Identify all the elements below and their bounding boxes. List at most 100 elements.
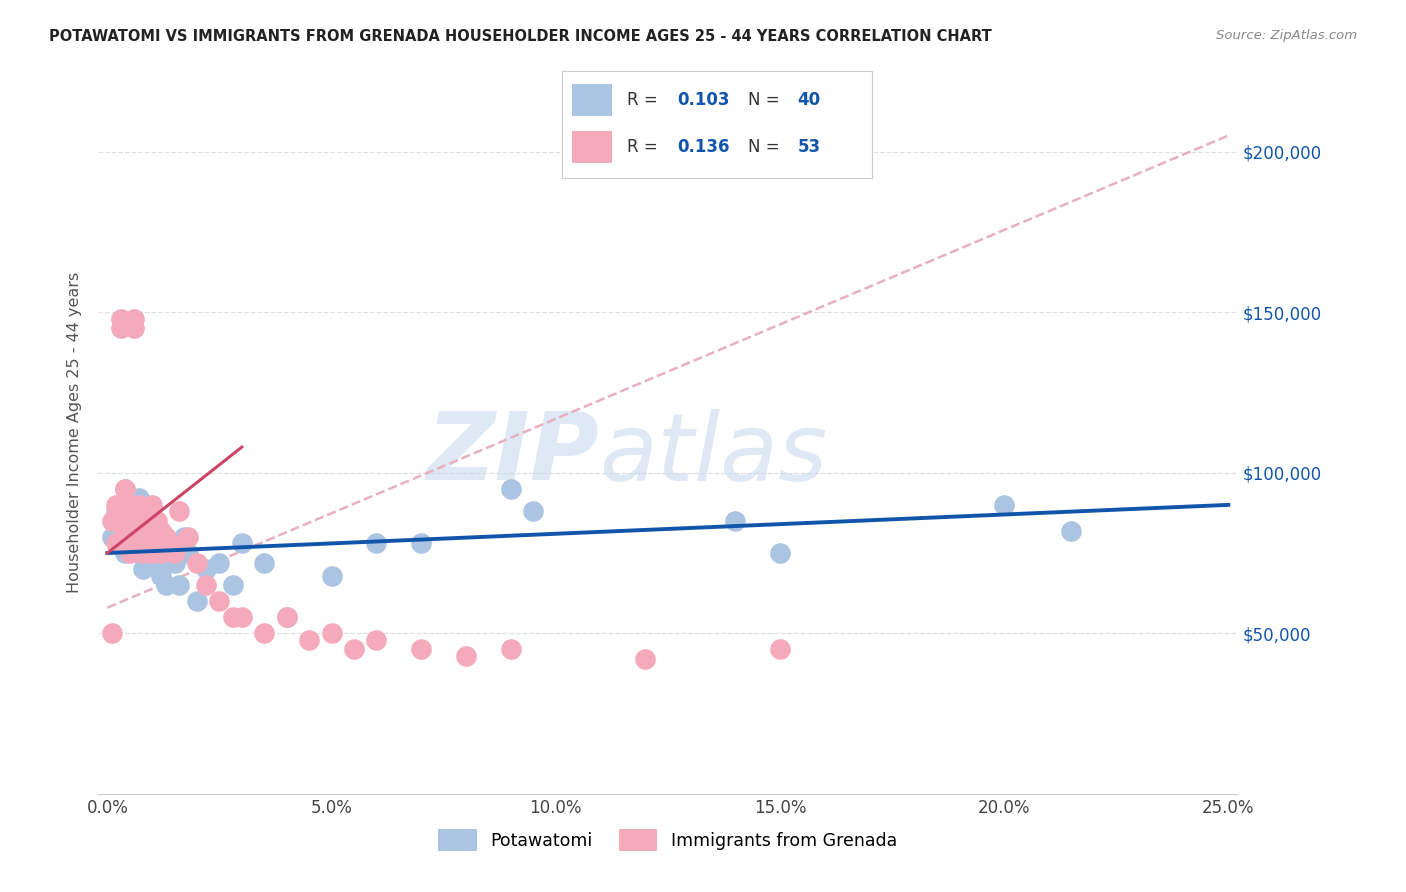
Point xyxy=(155,530,177,544)
Point xyxy=(186,594,208,608)
Point xyxy=(724,514,747,528)
Point xyxy=(128,546,150,560)
Point xyxy=(145,514,167,528)
Text: Source: ZipAtlas.com: Source: ZipAtlas.com xyxy=(1216,29,1357,42)
Point xyxy=(150,568,173,582)
Point xyxy=(110,311,132,326)
Point xyxy=(124,530,146,544)
Point xyxy=(769,642,792,657)
Point xyxy=(132,562,155,576)
Point xyxy=(173,530,195,544)
Point xyxy=(141,546,163,560)
Point xyxy=(411,642,433,657)
Point xyxy=(454,648,477,663)
Text: 40: 40 xyxy=(797,91,821,109)
Point xyxy=(118,514,141,528)
Point xyxy=(114,482,136,496)
Point xyxy=(132,546,155,560)
Point xyxy=(231,536,253,550)
Point xyxy=(118,530,141,544)
Text: atlas: atlas xyxy=(599,409,828,500)
Point xyxy=(634,652,657,666)
Point xyxy=(150,524,173,538)
Point xyxy=(114,546,136,560)
Point xyxy=(155,578,177,592)
Point xyxy=(114,482,136,496)
Point xyxy=(118,536,141,550)
Point xyxy=(253,626,276,640)
Point xyxy=(145,556,167,570)
Point xyxy=(321,568,343,582)
Point xyxy=(124,536,146,550)
Point xyxy=(128,530,150,544)
Point xyxy=(101,626,124,640)
Point xyxy=(128,498,150,512)
Point xyxy=(124,311,146,326)
Point xyxy=(110,498,132,512)
Point xyxy=(276,610,298,624)
Point xyxy=(150,546,173,560)
Text: 53: 53 xyxy=(797,138,821,156)
Point xyxy=(114,504,136,518)
Point xyxy=(110,321,132,335)
Point xyxy=(132,504,155,518)
Point xyxy=(141,524,163,538)
Point xyxy=(105,536,128,550)
Point xyxy=(208,556,231,570)
Text: POTAWATOMI VS IMMIGRANTS FROM GRENADA HOUSEHOLDER INCOME AGES 25 - 44 YEARS CORR: POTAWATOMI VS IMMIGRANTS FROM GRENADA HO… xyxy=(49,29,993,44)
Point xyxy=(993,498,1015,512)
Point xyxy=(132,530,155,544)
Point xyxy=(128,491,150,506)
Point xyxy=(118,498,141,512)
Point xyxy=(118,546,141,560)
Y-axis label: Householder Income Ages 25 - 44 years: Householder Income Ages 25 - 44 years xyxy=(67,272,83,593)
Text: R =: R = xyxy=(627,138,664,156)
Point xyxy=(231,610,253,624)
Text: ZIP: ZIP xyxy=(426,409,599,500)
Point xyxy=(222,610,245,624)
Point xyxy=(499,642,522,657)
Point xyxy=(101,530,124,544)
Point xyxy=(114,524,136,538)
Point xyxy=(163,556,186,570)
Point xyxy=(499,482,522,496)
Point xyxy=(128,514,150,528)
Point xyxy=(145,536,167,550)
Point xyxy=(118,514,141,528)
Point xyxy=(343,642,366,657)
Point xyxy=(141,524,163,538)
Point xyxy=(195,578,218,592)
Point xyxy=(136,536,159,550)
Point xyxy=(276,610,298,624)
Point xyxy=(110,524,132,538)
Point xyxy=(167,504,190,518)
Point xyxy=(124,321,146,335)
Legend: Potawatomi, Immigrants from Grenada: Potawatomi, Immigrants from Grenada xyxy=(432,822,904,857)
Point xyxy=(141,498,163,512)
Point xyxy=(141,546,163,560)
Point xyxy=(1060,524,1083,538)
Point xyxy=(208,594,231,608)
Point xyxy=(298,632,321,647)
Point xyxy=(163,546,186,560)
Point xyxy=(159,536,181,550)
Point xyxy=(253,556,276,570)
Text: 0.103: 0.103 xyxy=(676,91,730,109)
Point xyxy=(522,504,544,518)
Point xyxy=(411,536,433,550)
Text: N =: N = xyxy=(748,138,785,156)
FancyBboxPatch shape xyxy=(572,84,612,116)
Point xyxy=(105,504,128,518)
Point xyxy=(159,536,181,550)
Point xyxy=(769,546,792,560)
Text: R =: R = xyxy=(627,91,664,109)
Point xyxy=(366,536,388,550)
Point xyxy=(195,562,218,576)
Text: 0.136: 0.136 xyxy=(676,138,730,156)
Point xyxy=(222,578,245,592)
Point xyxy=(321,626,343,640)
FancyBboxPatch shape xyxy=(572,131,612,163)
Point xyxy=(132,514,155,528)
Point xyxy=(177,546,200,560)
Point xyxy=(105,498,128,512)
